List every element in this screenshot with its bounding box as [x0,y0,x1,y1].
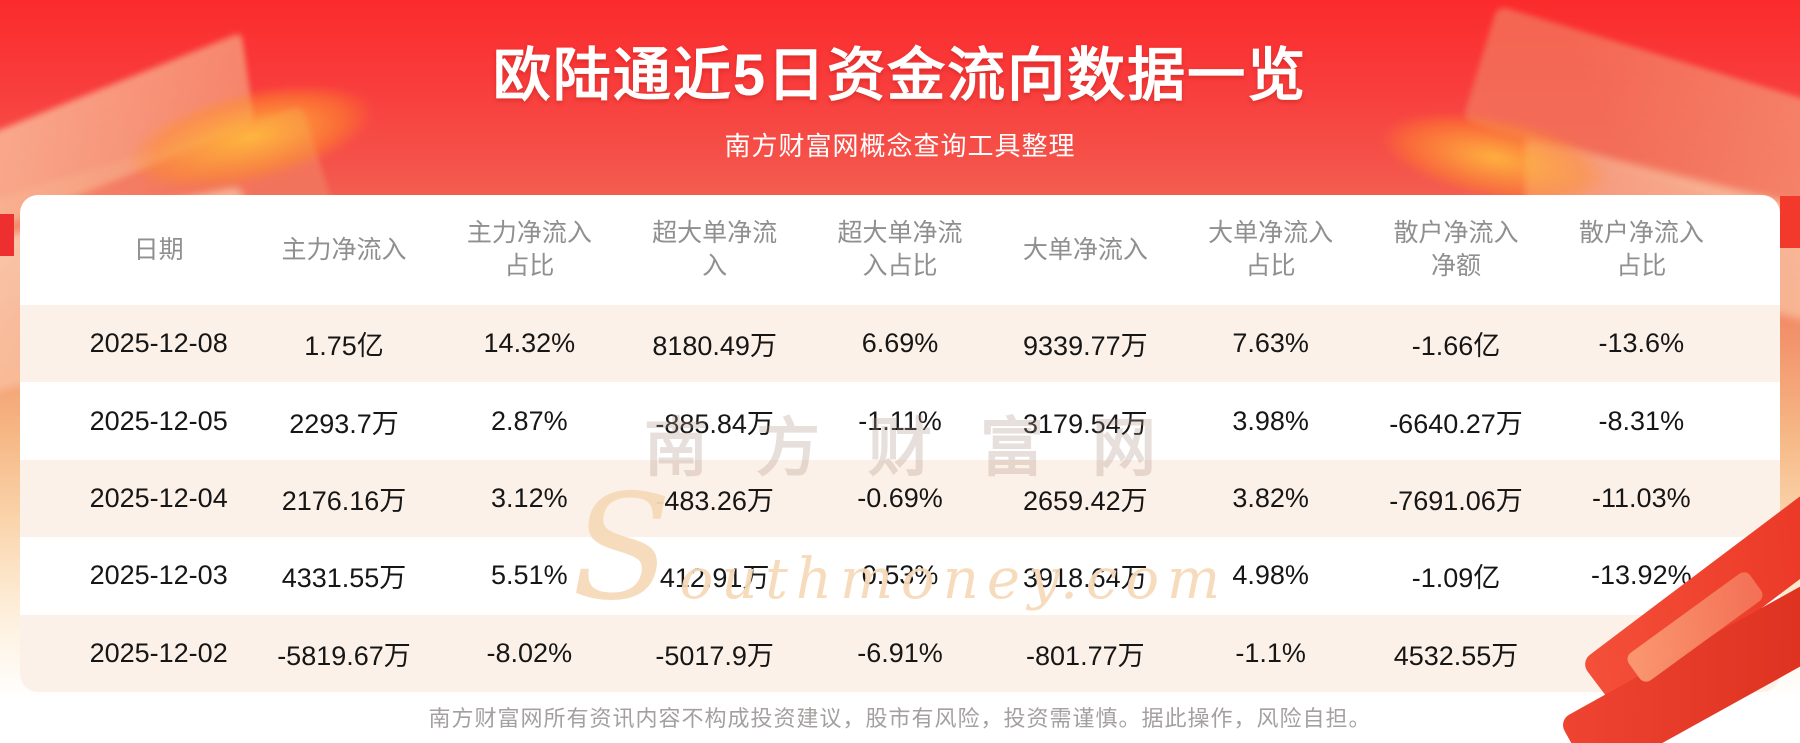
column-header-date: 日期 [133,235,184,264]
column-header-super-large-net-inflow: 超大单净流 入 [652,219,778,280]
cell-large-net-inflow: 3179.54万 [1023,408,1148,439]
red-block-decoration-right-edge [1780,196,1800,248]
table-row: 2025-12-05 2293.7万 2.87% -885.84万 -1.11%… [20,382,1780,459]
cell-large-net-inflow: -801.77万 [1026,640,1145,671]
cell-retail-net-inflow: -6640.27万 [1389,408,1523,439]
column-header-retail-net-inflow-ratio: 散户净流入 占比 [1578,219,1704,280]
cell-date: 2025-12-05 [89,405,228,436]
cell-super-large-net-inflow: 412.91万 [659,563,770,594]
cell-large-net-inflow: 3918.64万 [1023,563,1148,594]
cell-large-net-inflow: 9339.77万 [1023,331,1148,362]
cell-retail-net-inflow: -1.09亿 [1411,563,1501,594]
cell-large-net-inflow-ratio: -1.1% [1235,637,1306,668]
cell-retail-net-inflow-ratio: -13.92% [1591,560,1692,591]
cell-retail-net-inflow: 4532.55万 [1393,640,1519,671]
cell-date: 2025-12-02 [89,637,228,668]
cell-retail-net-inflow-ratio: -13.6% [1598,328,1685,359]
cell-main-net-inflow-ratio: -8.02% [486,637,573,668]
page-subtitle: 南方财富网概念查询工具整理 [724,131,1076,161]
column-header-large-net-inflow-ratio: 大单净流入 占比 [1208,219,1334,280]
cell-date: 2025-12-04 [89,482,228,513]
table-row: 2025-12-04 2176.16万 3.12% -483.26万 -0.69… [20,459,1780,538]
red-block-decoration-left-edge [0,214,14,256]
cell-main-net-inflow-ratio: 3.12% [491,482,568,513]
cell-main-net-inflow: 1.75亿 [304,331,384,362]
column-header-large-net-inflow: 大单净流入 [1022,235,1148,264]
column-header-main-net-inflow: 主力净流入 [281,235,407,264]
table-row: 2025-12-08 1.75亿 14.32% 8180.49万 6.69% 9… [20,305,1780,383]
column-header-retail-net-inflow: 散户净流入 净额 [1393,219,1519,280]
cell-main-net-inflow: -5819.67万 [277,640,411,671]
cell-main-net-inflow: 2176.16万 [281,485,407,516]
cell-main-net-inflow: 4331.55万 [281,563,407,594]
disclaimer-text: 南方财富网所有资讯内容不构成投资建议，股市有风险，投资需谨慎。据此操作，风险自担… [428,706,1372,731]
cell-super-large-net-inflow: -5017.9万 [655,640,774,671]
cell-retail-net-inflow-ratio: 6.25% [1603,637,1680,668]
cell-retail-net-inflow-ratio: -11.03% [1592,482,1691,513]
fund-flow-table-card: 日期 主力净流入 主力净流入 占比 超大单净流 入 超大单净流 入占比 大单净流… [20,195,1780,692]
cell-super-large-net-inflow-ratio: 6.69% [861,328,939,359]
cell-large-net-inflow-ratio: 4.98% [1232,560,1309,591]
cell-main-net-inflow-ratio: 14.32% [483,328,576,359]
cell-main-net-inflow-ratio: 2.87% [491,405,568,436]
cell-date: 2025-12-08 [89,328,228,359]
cell-main-net-inflow: 2293.7万 [289,408,399,439]
column-header-main-net-inflow-ratio: 主力净流入 占比 [466,219,592,280]
page-title: 欧陆通近5日资金流向数据一览 [492,43,1308,108]
table-row: 2025-12-02 -5819.67万 -8.02% -5017.9万 -6.… [20,614,1780,692]
cell-super-large-net-inflow-ratio: 0.53% [861,560,939,591]
cell-retail-net-inflow-ratio: -8.31% [1598,405,1685,436]
cell-super-large-net-inflow-ratio: -1.11% [858,405,942,436]
cell-large-net-inflow: 2659.42万 [1023,485,1148,516]
table-header-row: 日期 主力净流入 主力净流入 占比 超大单净流 入 超大单净流 入占比 大单净流… [20,195,1780,305]
cell-retail-net-inflow: -1.66亿 [1411,331,1501,362]
cell-super-large-net-inflow: -483.26万 [655,485,774,516]
cell-large-net-inflow-ratio: 7.63% [1232,328,1309,359]
cell-main-net-inflow-ratio: 5.51% [491,560,568,591]
cell-retail-net-inflow: -7691.06万 [1389,485,1523,516]
cell-super-large-net-inflow-ratio: -6.91% [857,637,943,668]
cell-super-large-net-inflow: 8180.49万 [652,331,777,362]
cell-large-net-inflow-ratio: 3.98% [1232,405,1309,436]
cell-super-large-net-inflow-ratio: -0.69% [857,482,943,513]
column-header-super-large-net-inflow-ratio: 超大单净流 入占比 [837,219,963,280]
cell-large-net-inflow-ratio: 3.82% [1232,482,1309,513]
table-row: 2025-12-03 4331.55万 5.51% 412.91万 0.53% … [20,537,1780,614]
cell-super-large-net-inflow: -885.84万 [655,408,774,439]
cell-date: 2025-12-03 [89,560,228,591]
